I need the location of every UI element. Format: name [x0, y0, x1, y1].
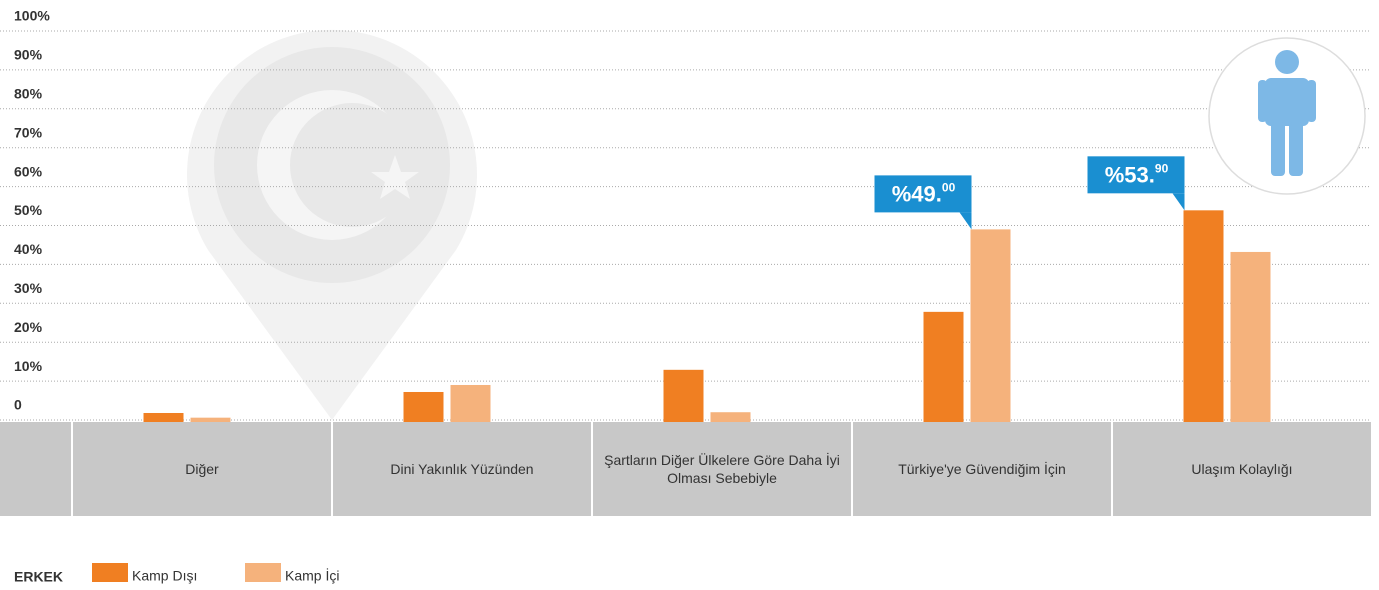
bar [1230, 251, 1271, 422]
y-tick-label: 20% [14, 319, 43, 335]
y-tick-label: 90% [14, 47, 43, 63]
value-label-pointer [959, 212, 972, 230]
bar [450, 384, 491, 422]
legend-label: Kamp İçi [285, 567, 339, 584]
bar [923, 311, 964, 422]
x-tick-label: Ulaşım Kolaylığı [1191, 461, 1293, 477]
y-tick-label: 0 [14, 397, 22, 413]
y-tick-label: 60% [14, 163, 43, 179]
x-tick-label: Türkiye'ye Güvendiğim İçin [898, 461, 1066, 477]
y-tick-label: 10% [14, 358, 43, 374]
y-tick-label: 100% [14, 8, 50, 24]
legend-swatch [245, 563, 281, 582]
bar [143, 412, 184, 422]
y-tick-label: 40% [14, 241, 43, 257]
y-tick-label: 70% [14, 124, 43, 140]
bar [403, 391, 444, 422]
legend-swatch [92, 563, 128, 582]
value-label-box [1087, 156, 1185, 194]
person-icon [1208, 37, 1366, 195]
value-label-box [874, 175, 972, 213]
value-label: %49.00 [892, 181, 956, 207]
bar [710, 412, 751, 422]
watermark [187, 29, 477, 421]
y-tick-label: 50% [14, 202, 43, 218]
bar [1183, 210, 1224, 422]
bar [663, 369, 704, 422]
bar [970, 229, 1011, 422]
y-tick-label: 30% [14, 280, 43, 296]
category-separators [71, 422, 1113, 516]
value-label: %53.90 [1105, 162, 1169, 188]
legend-title: ERKEK [14, 569, 63, 585]
x-tick-label: Diğer [185, 461, 219, 477]
category-band [0, 422, 1371, 516]
bar [190, 417, 231, 422]
value-label-pointer [1172, 193, 1185, 211]
legend-label: Kamp Dışı [132, 568, 197, 584]
y-tick-label: 80% [14, 86, 43, 102]
x-tick-label: Dini Yakınlık Yüzünden [390, 461, 534, 477]
x-tick-label: Şartların Diğer Ülkelere Göre Daha İyi O… [604, 452, 840, 486]
